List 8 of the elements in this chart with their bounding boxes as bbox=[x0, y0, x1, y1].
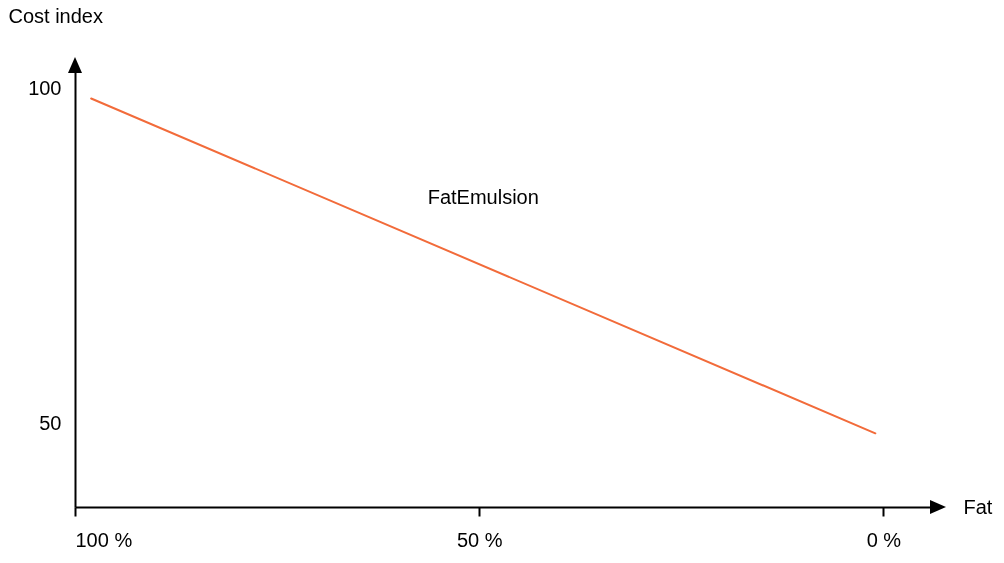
series-label: FatEmulsion bbox=[427, 185, 539, 208]
x-tick-label: 50 % bbox=[456, 528, 503, 551]
y-tick-label: 50 bbox=[39, 411, 62, 434]
x-tick-label: 100 % bbox=[75, 528, 133, 551]
y-axis-title: Cost index bbox=[8, 4, 103, 27]
x-tick-label: 0 % bbox=[866, 528, 902, 551]
x-axis-title: Fat bbox=[963, 495, 993, 518]
y-tick-label: 100 bbox=[28, 76, 62, 99]
